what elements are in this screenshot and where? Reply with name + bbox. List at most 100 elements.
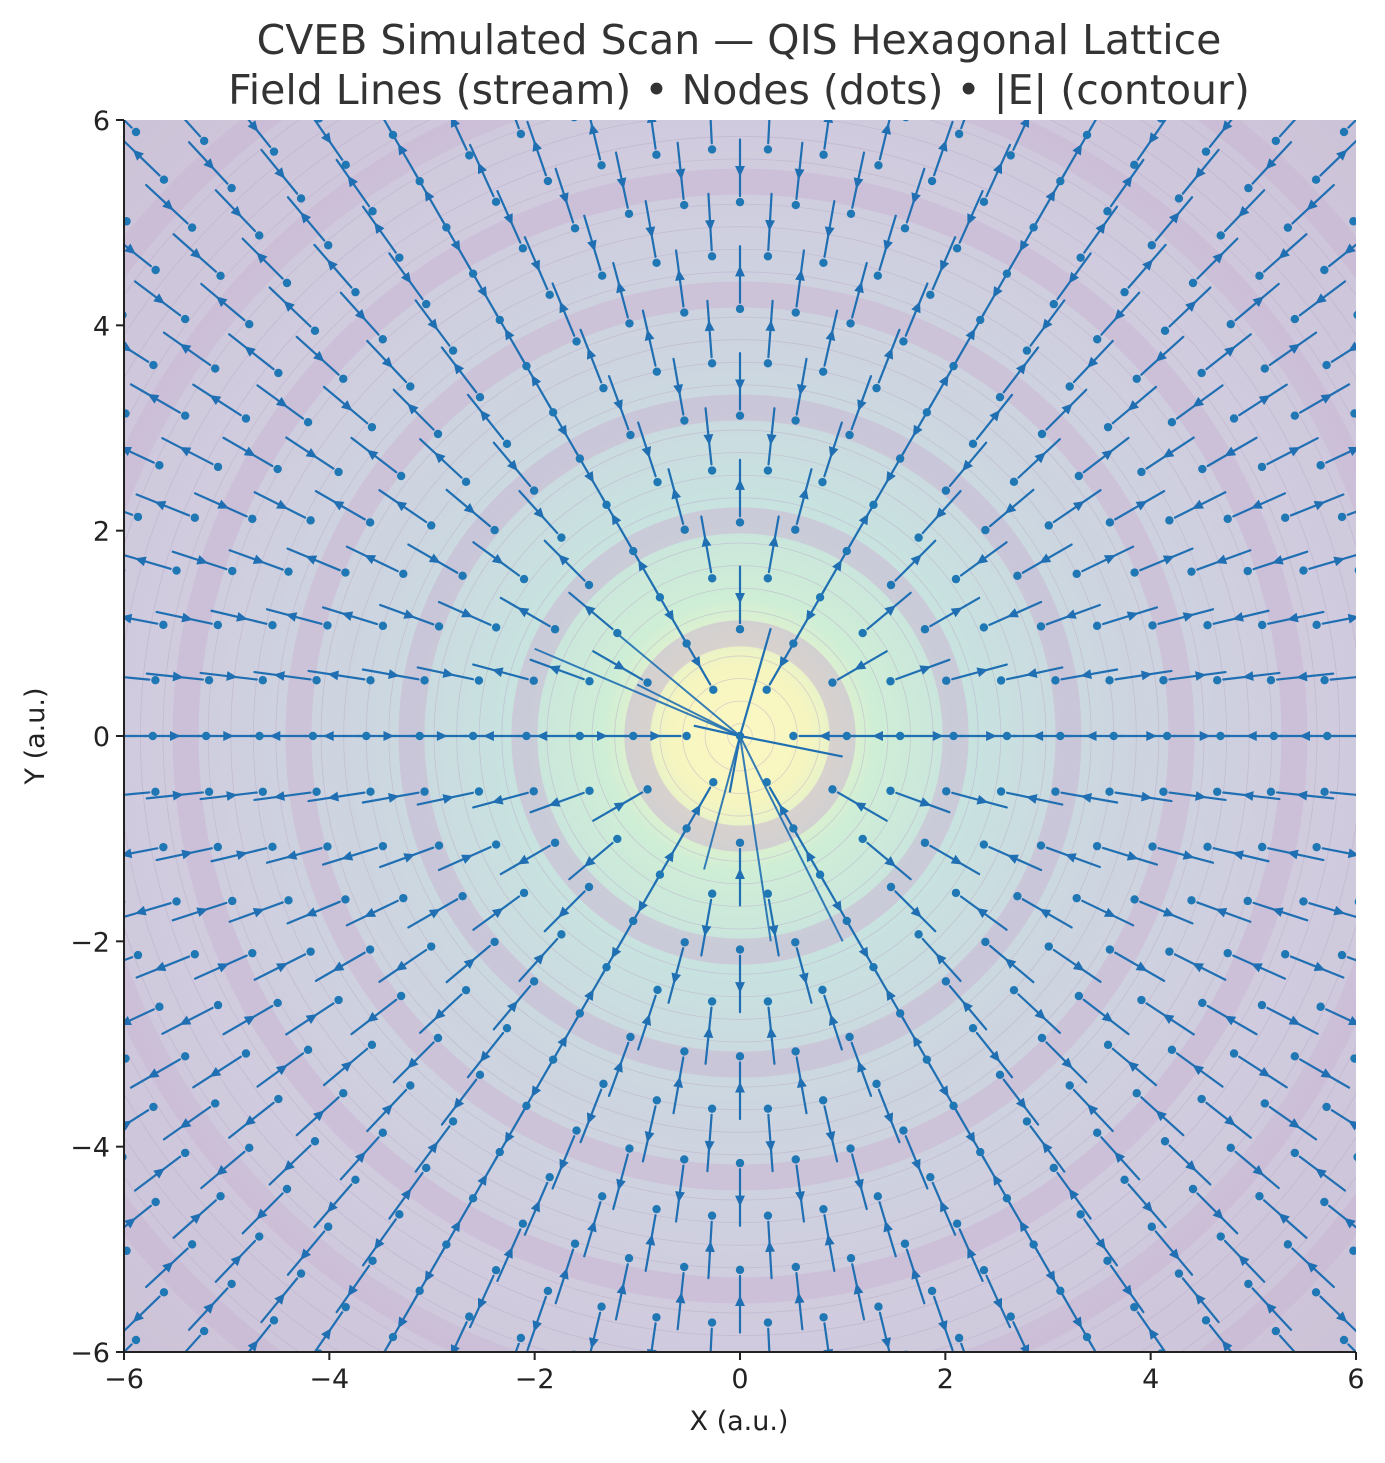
lattice-node (680, 416, 689, 425)
lattice-node (1130, 895, 1139, 904)
field-arrow (883, 347, 894, 360)
lattice-node (1320, 1197, 1329, 1207)
field-arrow (795, 269, 805, 281)
lattice-node (442, 1240, 451, 1249)
field-arrow (1265, 1302, 1277, 1314)
field-arrow (1080, 793, 1092, 803)
field-arrow (1288, 343, 1301, 354)
lattice-node (1229, 414, 1239, 423)
lattice-node (124, 1153, 127, 1161)
field-arrow (911, 301, 921, 314)
lattice-node (341, 1302, 350, 1312)
field-arrow (587, 1220, 597, 1233)
lattice-node (981, 525, 990, 535)
field-arrow (374, 1238, 385, 1250)
field-arrow (1377, 392, 1385, 401)
field-arrow (196, 907, 209, 917)
y-tick-label: 4 (93, 311, 110, 342)
lattice-node (1213, 676, 1222, 685)
lattice-node (846, 209, 856, 218)
lattice-node (1036, 622, 1046, 631)
field-arrow (1348, 341, 1356, 352)
field-arrow (938, 1085, 949, 1098)
lattice-node (818, 985, 827, 995)
field-arrow (806, 609, 816, 622)
lattice-node (979, 840, 989, 849)
field-arrow (209, 1066, 222, 1077)
field-arrow (1195, 671, 1207, 681)
lattice-node (490, 937, 499, 947)
field-arrow (797, 384, 807, 396)
field-arrow (491, 907, 504, 919)
field-arrow (584, 471, 594, 483)
lattice-node (255, 231, 264, 240)
field-arrow (884, 856, 896, 867)
lattice-node (1320, 675, 1329, 685)
lattice-node (920, 838, 930, 847)
lattice-node (1337, 512, 1347, 522)
field-arrow (1072, 960, 1085, 971)
lattice-node (315, 1349, 323, 1352)
lattice-node (1105, 787, 1114, 796)
lattice-node (1316, 1002, 1325, 1011)
field-arrow (434, 1008, 446, 1020)
field-arrow (276, 499, 288, 509)
field-arrow (986, 731, 997, 741)
field-arrow (428, 553, 441, 564)
field-arrow (854, 1178, 864, 1191)
field-arrow (1294, 109, 1305, 120)
field-arrow (597, 731, 608, 741)
lattice-nodes (124, 120, 1356, 1352)
field-arrow (327, 670, 339, 681)
field-arrow (1019, 239, 1030, 252)
lattice-node (968, 439, 978, 449)
field-arrow (364, 907, 377, 917)
lattice-node (762, 685, 771, 694)
lattice-node (626, 430, 635, 440)
lattice-node (155, 1002, 164, 1011)
lattice-node (1353, 1153, 1356, 1161)
lattice-node (1013, 571, 1022, 581)
field-arrow (162, 1261, 174, 1273)
lattice-node (396, 471, 406, 481)
lattice-node (763, 574, 773, 583)
lattice-node (680, 1047, 689, 1056)
field-arrow (1242, 791, 1254, 801)
field-arrow (236, 612, 248, 622)
lattice-node (378, 1128, 387, 1137)
lattice-node (282, 1184, 292, 1194)
field-arrow (1224, 1115, 1236, 1126)
lattice-node (927, 176, 937, 186)
lattice-node (213, 842, 222, 852)
y-tick-label: −4 (70, 1133, 110, 1164)
field-arrow (735, 265, 745, 277)
field-arrow (531, 374, 542, 387)
field-arrow (1114, 1151, 1126, 1163)
field-arrow (1087, 356, 1099, 369)
field-arrow (172, 671, 184, 682)
field-line-segment (1088, 1341, 1097, 1352)
lattice-node (597, 271, 607, 280)
field-arrow (90, 290, 102, 300)
field-arrow (1182, 612, 1195, 622)
lattice-node (133, 512, 143, 522)
lattice-node (1197, 1094, 1206, 1104)
x-tick-label: 2 (937, 1364, 954, 1395)
field-arrow (735, 379, 745, 391)
lattice-node (914, 930, 923, 939)
field-arrow (938, 374, 949, 387)
field-arrow (1348, 446, 1356, 456)
field-arrow (397, 1316, 408, 1329)
field-arrow (450, 239, 461, 252)
field-arrow (765, 219, 775, 231)
field-arrow (1004, 958, 1017, 969)
lattice-node (124, 217, 131, 226)
lattice-node (180, 1052, 190, 1061)
field-arrow (557, 424, 568, 437)
lattice-node (922, 408, 932, 417)
field-arrow (1258, 1066, 1271, 1077)
lattice-node (458, 571, 467, 581)
y-tick-label: 2 (93, 517, 110, 548)
lattice-node (133, 950, 143, 960)
lattice-node (468, 1194, 478, 1203)
